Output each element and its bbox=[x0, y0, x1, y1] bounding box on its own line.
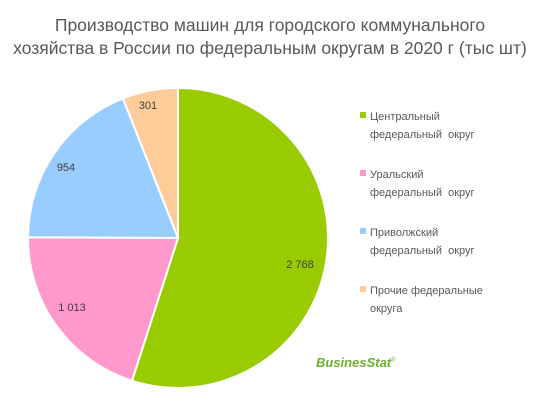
legend-swatch-2 bbox=[360, 228, 366, 234]
legend-swatch-3 bbox=[360, 286, 366, 292]
chart-title: Производство машин для городского коммун… bbox=[10, 14, 530, 60]
pie-slice-1 bbox=[27, 236, 180, 383]
businesstat-logo: BusinesStat® bbox=[316, 355, 396, 370]
legend-label-line: Приволжский bbox=[370, 227, 439, 239]
chart-title-line-2: хозяйства в России по федеральным округа… bbox=[13, 38, 527, 58]
logo-registered-mark: ® bbox=[391, 357, 396, 364]
legend-label-line: округа bbox=[370, 303, 403, 315]
legend-label-2: Приволжский федеральный округ bbox=[370, 224, 530, 260]
data-label-3: 301 bbox=[139, 100, 157, 112]
data-label-0: 2 768 bbox=[286, 259, 314, 271]
data-label-2: 954 bbox=[57, 162, 75, 174]
pie-slice-3 bbox=[121, 86, 179, 239]
legend-label-line: федеральный округ bbox=[370, 129, 475, 141]
legend-label-line: Прочие федеральные bbox=[370, 285, 483, 297]
data-label-1: 1 013 bbox=[58, 302, 86, 314]
legend-label-line: Уральский bbox=[370, 169, 424, 181]
legend-label-line: федеральный округ bbox=[370, 187, 475, 199]
legend-swatch-1 bbox=[360, 170, 366, 176]
pie-slice-0 bbox=[130, 86, 329, 389]
legend-label-line: Центральный bbox=[370, 111, 440, 123]
legend-label-line: федеральный округ bbox=[370, 245, 475, 257]
legend-label-3: Прочие федеральные округа bbox=[370, 282, 530, 318]
pie-slice-2 bbox=[26, 97, 180, 240]
legend-label-1: Уральский федеральный округ bbox=[370, 166, 530, 202]
legend-label-0: Центральный федеральный округ bbox=[370, 108, 530, 144]
chart-title-line-1: Производство машин для городского коммун… bbox=[54, 15, 486, 35]
logo-text: BusinesStat bbox=[316, 355, 392, 370]
legend-swatch-0 bbox=[360, 112, 366, 118]
